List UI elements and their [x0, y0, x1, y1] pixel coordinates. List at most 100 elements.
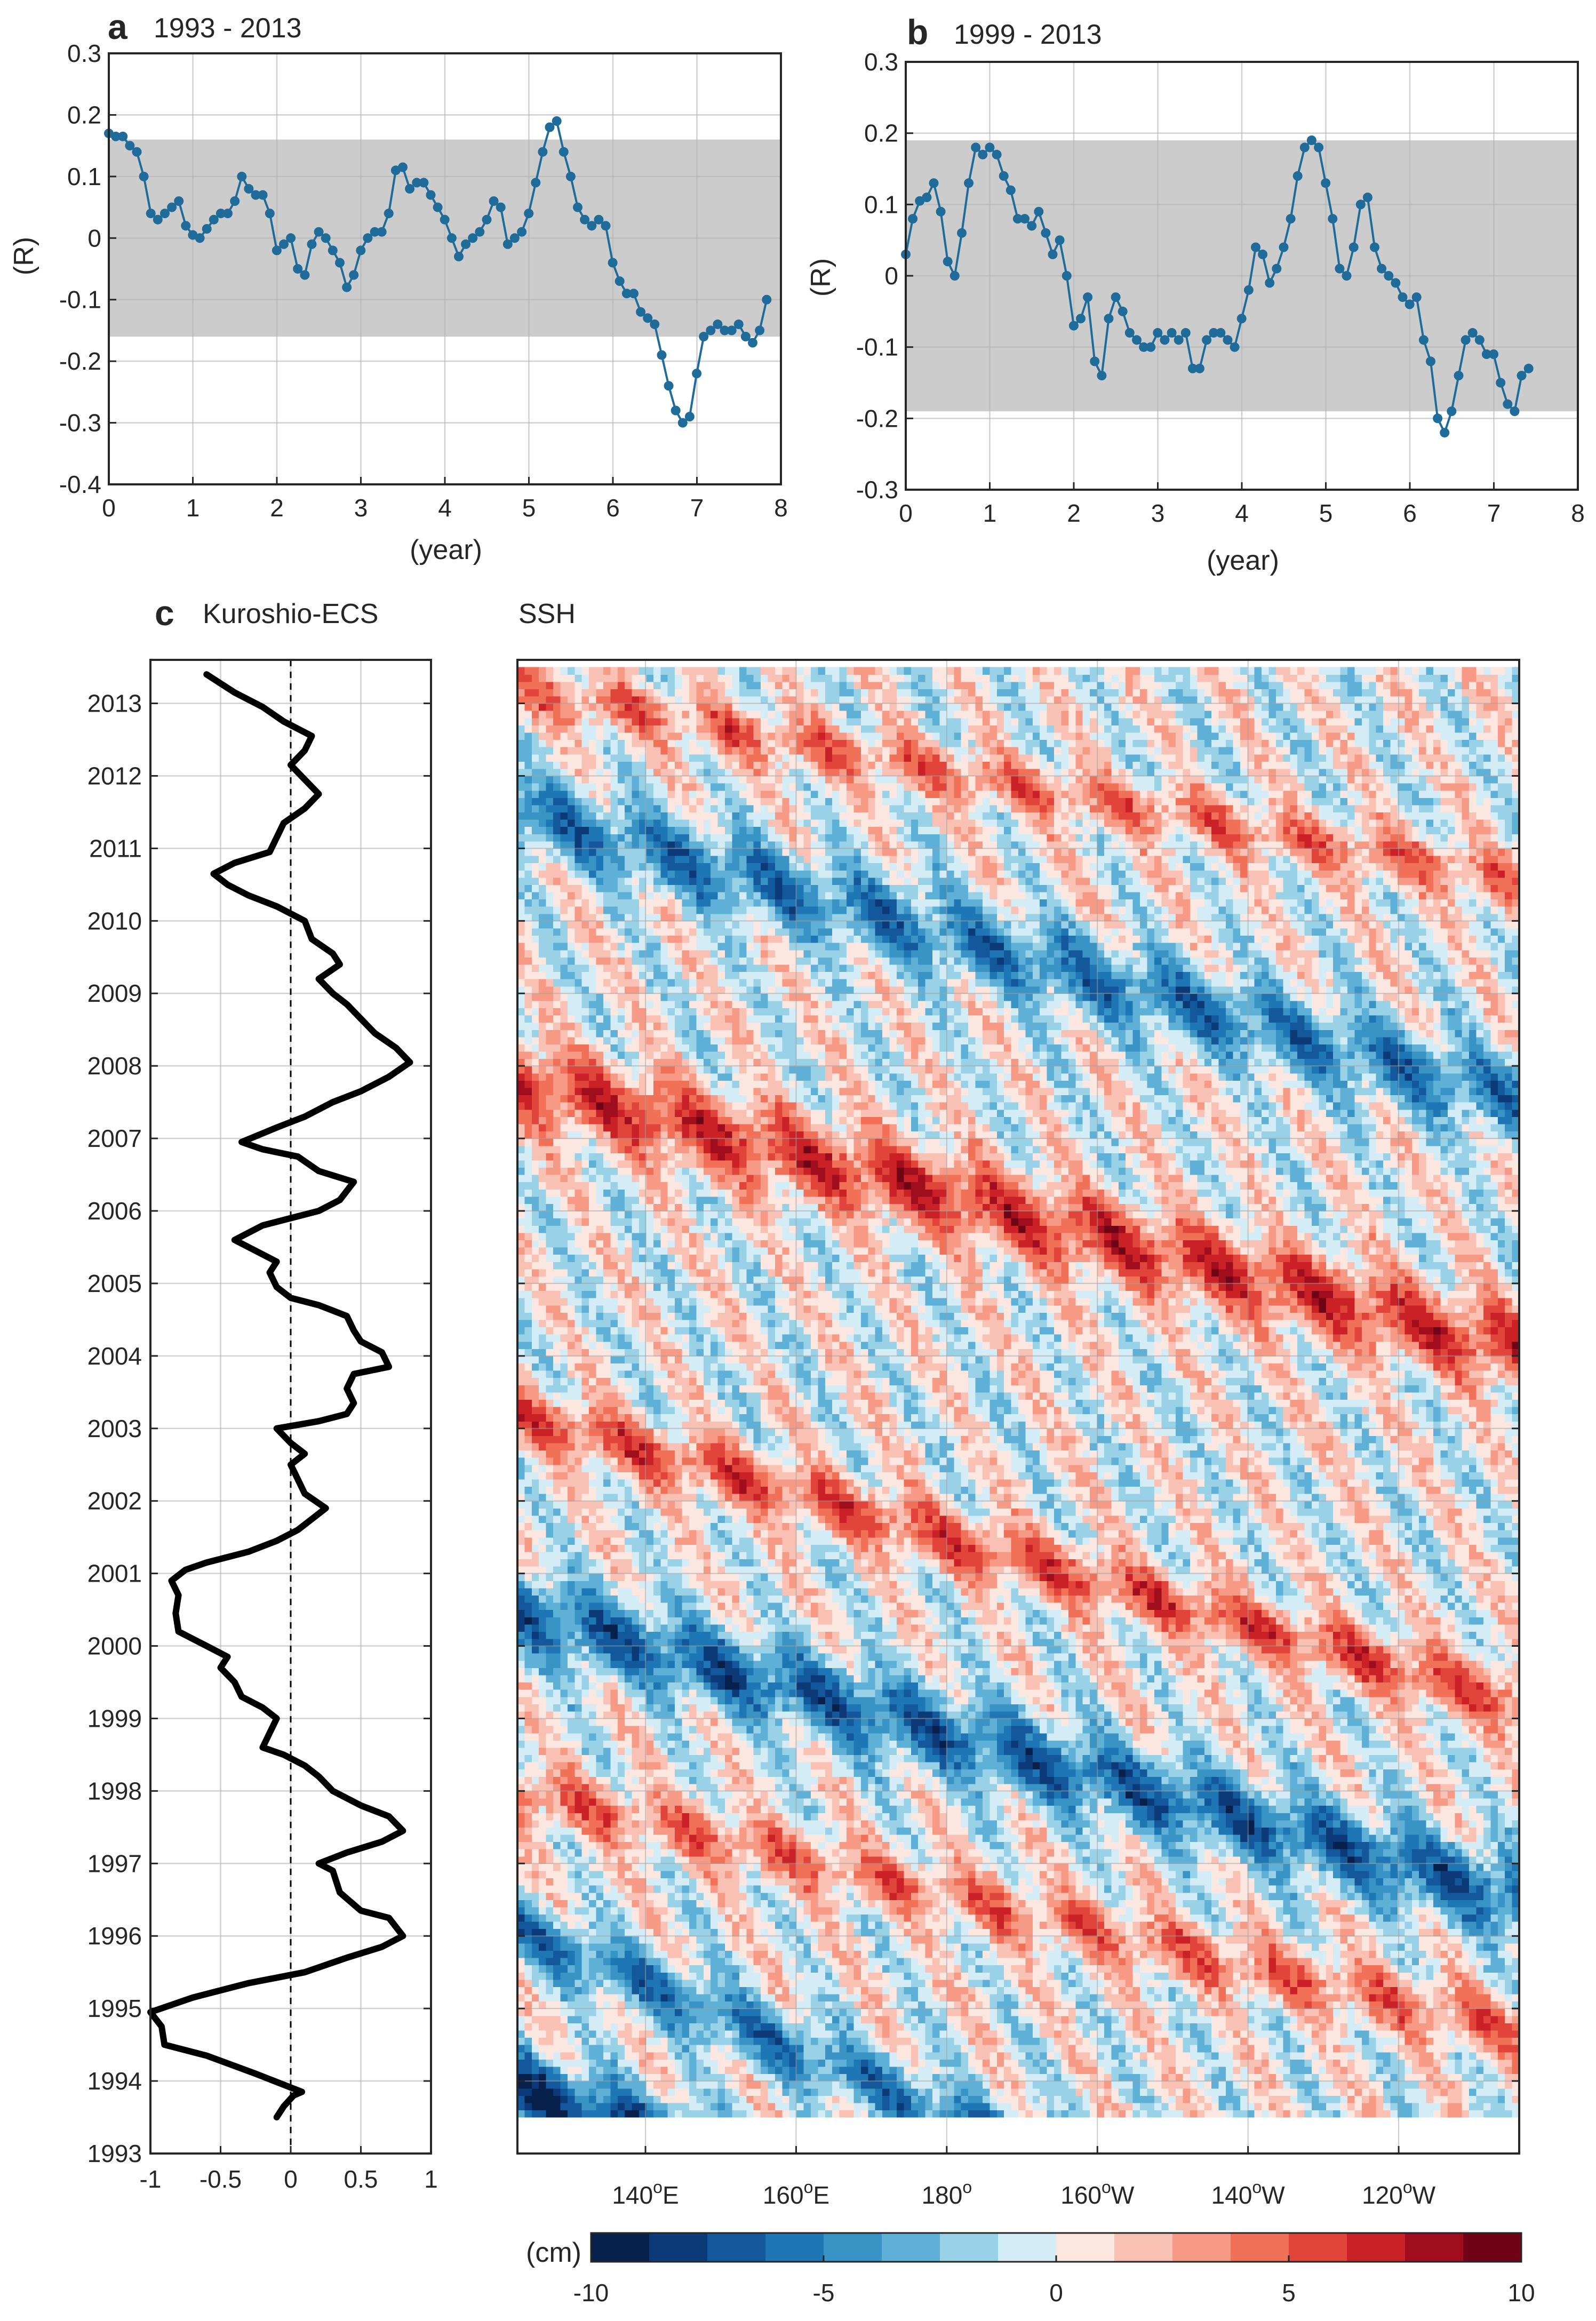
- heatmap-cell: [1018, 2023, 1026, 2031]
- heatmap-cell: [689, 2037, 697, 2045]
- heatmap-cell: [853, 2073, 861, 2081]
- heatmap-cell: [675, 1878, 683, 1886]
- heatmap-cell: [1040, 1885, 1048, 1893]
- heatmap-cell: [675, 2045, 683, 2053]
- heatmap-cell: [1469, 2088, 1477, 2096]
- heatmap-cell: [1326, 1972, 1334, 1980]
- heatmap-cell: [810, 1878, 818, 1886]
- heatmap-cell: [911, 2008, 919, 2016]
- heatmap-cell: [1411, 1928, 1419, 1936]
- heatmap-cell: [682, 1885, 690, 1893]
- heatmap-cell: [1126, 1950, 1134, 1958]
- heatmap-cell: [1483, 2015, 1491, 2023]
- heatmap-cell: [1476, 1943, 1484, 1951]
- heatmap-cell: [1140, 2045, 1148, 2053]
- heatmap-cell: [868, 2081, 876, 2089]
- heatmap-cell: [1275, 1943, 1283, 1951]
- heatmap-cell: [1068, 2081, 1076, 2089]
- heatmap-cell: [761, 2045, 769, 2053]
- heatmap-cell: [847, 1993, 855, 2002]
- heatmap-cell: [925, 2045, 933, 2053]
- plot-frame: [108, 52, 782, 485]
- heatmap-cell: [1011, 1943, 1019, 1951]
- heatmap-cell: [853, 2081, 861, 2089]
- heatmap-cell: [1268, 1965, 1276, 1973]
- heatmap-cell: [847, 2066, 855, 2075]
- heatmap-cell: [653, 1958, 661, 1966]
- heatmap-cell: [1075, 1921, 1083, 1929]
- heatmap-cell: [1447, 1965, 1455, 1973]
- heatmap-cell: [639, 1943, 647, 1951]
- data-point: [398, 162, 408, 172]
- heatmap-cell: [946, 2023, 954, 2031]
- heatmap-cell: [1447, 1914, 1455, 1922]
- heatmap-cell: [868, 1914, 876, 1922]
- heatmap-cell: [1140, 1972, 1148, 1980]
- heatmap-cell: [761, 2095, 769, 2103]
- heatmap-cell: [946, 1979, 954, 1987]
- heatmap-cell: [1132, 2008, 1140, 2016]
- heatmap-cell: [1347, 1885, 1355, 1893]
- heatmap-cell: [1132, 2045, 1140, 2053]
- heatmap-cell: [1447, 1900, 1455, 1908]
- heatmap-cell: [868, 1965, 876, 1973]
- heatmap-cell: [1497, 2066, 1505, 2075]
- heatmap-cell: [732, 1878, 740, 1886]
- heatmap-cell: [596, 1885, 604, 1893]
- heatmap-cell: [925, 1885, 933, 1893]
- heatmap-cell: [1419, 2052, 1427, 2060]
- heatmap-cell: [768, 2037, 776, 2045]
- heatmap-cell: [539, 2088, 547, 2096]
- heatmap-cell: [632, 2110, 640, 2118]
- heatmap-cell: [989, 1950, 998, 1958]
- heatmap-cell: [1340, 1958, 1348, 1966]
- heatmap-cell: [667, 2037, 675, 2045]
- heatmap-cell: [1075, 1936, 1083, 1944]
- heatmap-cell: [1047, 2052, 1055, 2060]
- heatmap-cell: [1333, 2088, 1341, 2096]
- heatmap-cell: [560, 2030, 568, 2038]
- heatmap-cell: [1390, 1958, 1398, 1966]
- heatmap-cell: [524, 1892, 532, 1900]
- heatmap-cell: [1262, 2015, 1270, 2023]
- heatmap-cell: [531, 2081, 539, 2089]
- heatmap-cell: [1168, 1928, 1176, 1936]
- heatmap-cell: [853, 2052, 861, 2060]
- heatmap-cell: [1390, 1987, 1398, 1995]
- heatmap-cell: [1211, 1979, 1219, 1987]
- heatmap-cell: [925, 1892, 933, 1900]
- heatmap-cell: [1047, 1921, 1055, 1929]
- heatmap-cell: [696, 1979, 704, 1987]
- heatmap-cell: [1390, 2073, 1398, 2081]
- data-point: [699, 332, 709, 341]
- heatmap-cell: [1447, 1885, 1455, 1893]
- heatmap-cell: [982, 1958, 990, 1966]
- heatmap-cell: [632, 2015, 640, 2023]
- heatmap-cell: [581, 1943, 589, 1951]
- heatmap-cell: [589, 1993, 597, 2002]
- heatmap-cell: [732, 2037, 740, 2045]
- heatmap-cell: [610, 1900, 618, 1908]
- heatmap-cell: [761, 1965, 769, 1973]
- heatmap-cell: [1190, 1965, 1198, 1973]
- heatmap-cell: [889, 2102, 897, 2111]
- heatmap-cell: [1054, 1987, 1062, 1995]
- heatmap-cell: [1483, 1993, 1491, 2002]
- heatmap-cell: [610, 2073, 618, 2081]
- heatmap-cell: [524, 2066, 532, 2075]
- heatmap-cell: [689, 2001, 697, 2009]
- heatmap-cell: [982, 1979, 990, 1987]
- heatmap-cell: [1268, 1950, 1276, 1958]
- heatmap-cell: [603, 2081, 611, 2089]
- heatmap-cell: [1361, 2110, 1369, 2118]
- heatmap-cell: [1369, 1900, 1377, 1908]
- heatmap-cell: [1297, 1885, 1305, 1893]
- heatmap-cell: [796, 1928, 804, 1936]
- heatmap-cell: [675, 1928, 683, 1936]
- heatmap-cell: [1283, 1900, 1291, 1908]
- heatmap-cell: [810, 1907, 818, 1915]
- heatmap-cell: [1462, 2088, 1470, 2096]
- heatmap-cell: [1226, 1987, 1234, 1995]
- heatmap-cell: [1419, 1987, 1427, 1995]
- heatmap-cell: [696, 2110, 704, 2118]
